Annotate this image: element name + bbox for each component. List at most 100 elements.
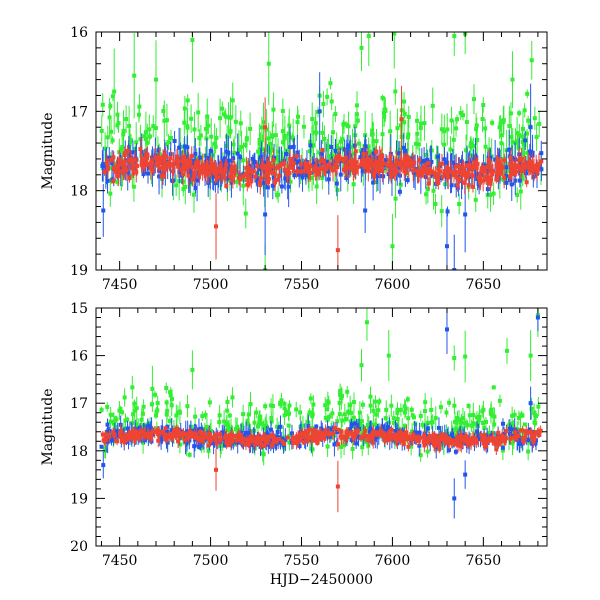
data-point [369, 158, 374, 163]
data-point [509, 134, 514, 139]
data-point [278, 424, 283, 429]
data-point [245, 172, 250, 177]
data-point [113, 437, 118, 442]
data-point [517, 158, 522, 163]
data-point [425, 449, 430, 454]
data-point [313, 435, 318, 440]
data-point [352, 424, 357, 429]
data-point [325, 94, 330, 99]
data-point [477, 416, 482, 421]
data-point [122, 160, 127, 165]
data-point [374, 149, 379, 154]
data-point [474, 415, 479, 420]
data-point [419, 159, 424, 164]
data-point [317, 109, 322, 114]
data-point [246, 422, 251, 427]
data-point [465, 163, 470, 168]
data-point [145, 424, 150, 429]
data-point [532, 116, 537, 121]
data-point [120, 145, 125, 150]
data-point [203, 412, 208, 417]
data-point [452, 33, 457, 38]
data-point [103, 448, 108, 453]
data-point [371, 429, 376, 434]
data-point [333, 425, 338, 430]
data-point [358, 155, 363, 160]
data-point [99, 444, 104, 449]
data-point [354, 103, 359, 108]
data-point [470, 166, 475, 171]
data-point [415, 118, 420, 123]
data-point [426, 181, 431, 186]
data-point [480, 116, 485, 121]
data-point [133, 426, 138, 431]
data-point [229, 180, 234, 185]
data-point [283, 176, 288, 181]
data-point [426, 161, 431, 166]
data-point [460, 416, 465, 421]
data-point [129, 138, 134, 143]
data-point [383, 166, 388, 171]
data-point [360, 169, 365, 174]
data-point [225, 134, 230, 139]
data-point [235, 151, 240, 156]
data-point [458, 111, 463, 116]
data-point [174, 413, 179, 418]
data-point [444, 429, 449, 434]
data-point [394, 158, 399, 163]
data-point [344, 122, 349, 127]
data-point [323, 163, 328, 168]
data-point [334, 143, 339, 148]
data-point [425, 426, 430, 431]
data-point [208, 164, 213, 169]
data-point [463, 172, 468, 177]
data-point [352, 151, 357, 156]
data-point [175, 159, 180, 164]
data-point [526, 165, 531, 170]
data-point [195, 178, 200, 183]
data-point [110, 161, 115, 166]
data-point [351, 415, 356, 420]
data-point [383, 428, 388, 433]
data-point [452, 496, 457, 501]
data-point [249, 179, 254, 184]
data-point [200, 414, 205, 419]
data-point [518, 189, 523, 194]
data-point [271, 107, 276, 112]
data-point [160, 160, 165, 165]
data-point [323, 403, 328, 408]
data-point [435, 154, 440, 159]
data-point [479, 166, 484, 171]
data-point [228, 115, 233, 120]
data-point [166, 160, 171, 165]
data-point [338, 172, 343, 177]
data-point [445, 437, 450, 442]
data-point [276, 192, 281, 197]
data-point [535, 169, 540, 174]
data-point [126, 158, 131, 163]
data-point [266, 180, 271, 185]
data-point [360, 445, 365, 450]
data-point [254, 410, 259, 415]
data-point [230, 98, 235, 103]
data-point [366, 33, 371, 38]
data-point [345, 166, 350, 171]
data-point [266, 171, 271, 176]
data-point [498, 121, 503, 126]
data-point [504, 165, 509, 170]
data-point [420, 422, 425, 427]
data-point [343, 155, 348, 160]
data-point [130, 150, 135, 155]
data-point [354, 441, 359, 446]
data-point [364, 320, 369, 325]
data-point [340, 393, 345, 398]
data-point [341, 167, 346, 172]
data-point [339, 444, 344, 449]
data-point [488, 155, 493, 160]
data-point [383, 416, 388, 421]
data-point [454, 164, 459, 169]
data-point [461, 166, 466, 171]
data-point [235, 425, 240, 430]
data-point [263, 212, 268, 217]
data-point [389, 403, 394, 408]
